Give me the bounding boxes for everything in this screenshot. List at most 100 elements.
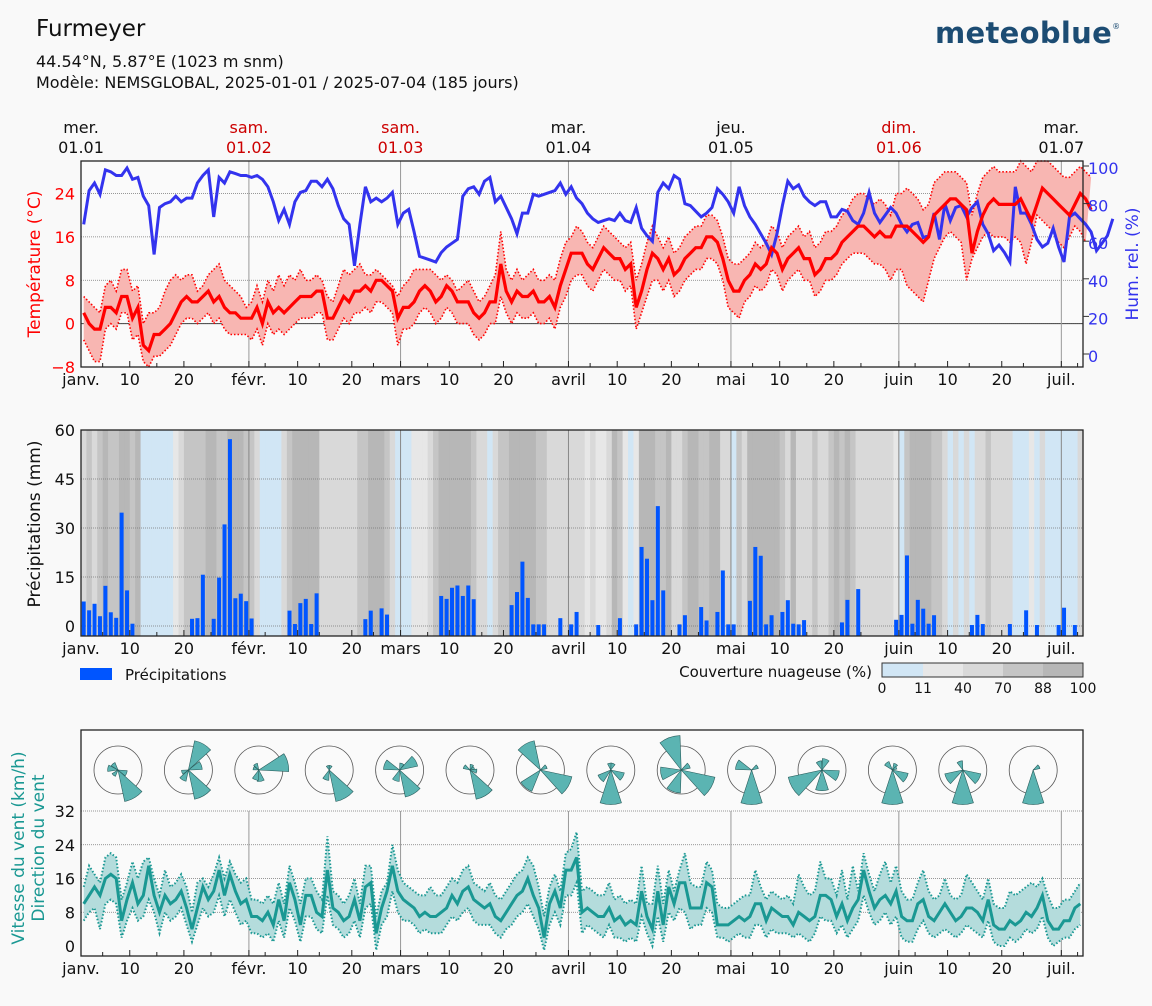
precip-bar	[780, 611, 785, 636]
cloud-cover-cell	[319, 430, 326, 636]
wind-tick-label: 16	[55, 870, 75, 889]
precip-bar	[899, 614, 904, 636]
x-tick-label: 10	[120, 959, 140, 978]
top-date-weekday: dim.	[881, 118, 916, 137]
wind-rose-petal	[399, 769, 421, 798]
precip-bar	[385, 614, 390, 636]
cloud-cover-cell	[216, 430, 223, 636]
top-date: 01.04	[546, 138, 592, 157]
wind-rose-ring	[163, 745, 213, 795]
wind-rose-petal	[821, 769, 840, 782]
cloud-cover-cell	[525, 430, 532, 636]
meteoblue-logo[interactable]: meteoblue®	[935, 16, 1120, 50]
precip-bar	[747, 600, 752, 636]
top-date: 01.03	[378, 138, 424, 157]
top-date-weekday: jeu.	[715, 118, 746, 137]
wind-rose	[727, 745, 776, 805]
top-date: 01.01	[58, 138, 104, 157]
cloud-cover-cell	[579, 430, 586, 636]
precip-bar	[368, 610, 373, 636]
precip-bar	[921, 608, 926, 636]
precip-bar	[287, 610, 292, 636]
cloud-cover-cell	[866, 430, 873, 636]
precip-bar	[314, 593, 319, 636]
precip-bar	[103, 585, 108, 636]
cloud-cover-cell	[736, 430, 743, 636]
wind-rose-petal	[787, 769, 823, 797]
precip-bar	[661, 590, 666, 636]
precip-bar	[217, 577, 222, 636]
humidity-tick-label: 20	[1088, 309, 1108, 328]
x-tick-label: 10	[937, 959, 957, 978]
x-tick-label: avril	[551, 639, 586, 658]
cloud-cover-cell	[357, 430, 364, 636]
x-tick-label: mai	[716, 370, 746, 389]
wind-rose-petal	[609, 769, 625, 781]
wind-rose-petal	[599, 769, 622, 805]
precip-legend-label: Précipitations	[125, 666, 227, 684]
precip-bar	[574, 611, 579, 636]
precip-bar	[515, 592, 520, 636]
cloud-cover-cell	[91, 430, 98, 636]
wind-rose-petal	[257, 753, 289, 772]
wind-max-line	[82, 831, 1082, 917]
precip-bar	[758, 555, 763, 636]
precip-legend-swatch	[80, 668, 112, 680]
cloud-cover-cell	[405, 430, 412, 636]
temp-plot-frame	[80, 160, 1084, 368]
precip-bar	[980, 624, 985, 636]
precip-bar	[525, 597, 530, 636]
cloud-cover-cell	[232, 430, 239, 636]
precip-bar	[292, 624, 297, 636]
x-tick-label: 10	[287, 639, 307, 658]
precip-bar	[119, 512, 124, 636]
x-tick-label: 20	[992, 370, 1012, 389]
cloud-cover-cell	[1077, 430, 1084, 636]
temp-tick-label: 0	[65, 315, 75, 334]
wind-rose	[1008, 745, 1058, 805]
wind-rose-petal	[539, 764, 548, 771]
wind-plot-frame	[80, 729, 1084, 957]
precip-tick-label: 15	[55, 568, 75, 587]
wind-rose-ring	[93, 745, 143, 795]
cloud-cover-cell	[1018, 430, 1025, 636]
cloud-cover-cell	[595, 430, 602, 636]
cloud-cover-cell	[135, 430, 142, 636]
top-date: 01.05	[708, 138, 754, 157]
cloud-cover-cell	[1050, 430, 1057, 636]
cloud-cover-cell	[281, 430, 288, 636]
wind-rose-ring	[375, 745, 425, 795]
cloud-cover-cell	[156, 430, 163, 636]
cloud-cover-cell	[600, 430, 607, 636]
precip-bar	[130, 623, 135, 636]
wind-rose-petal	[735, 759, 753, 771]
wind-rose-petal	[750, 764, 759, 771]
x-tick-label: 20	[174, 959, 194, 978]
wind-rose-petal	[107, 764, 119, 772]
cloud-cover-cell	[925, 430, 932, 636]
cloud-cover-cell	[340, 430, 347, 636]
wind-rose-petal	[110, 762, 119, 771]
wind-rose-petal	[325, 765, 330, 771]
cloud-cover-cell	[81, 430, 88, 636]
cloud-cover-cell	[411, 430, 418, 636]
precip-bar	[969, 625, 974, 636]
model-info: Modèle: NEMSGLOBAL, 2025-01-01 / 2025-07…	[36, 73, 519, 92]
x-tick-label: 20	[493, 959, 513, 978]
top-date-weekday: mer.	[63, 118, 99, 137]
cloud-cover-cell	[904, 430, 911, 636]
cloud-cover-cell	[286, 430, 293, 636]
precip-bar	[195, 618, 200, 636]
precip-bar	[460, 595, 465, 636]
cloud-legend-title: Couverture nuageuse (%)	[679, 663, 872, 681]
cloud-cover-cell	[1072, 430, 1079, 636]
cloud-cover-cell	[573, 430, 580, 636]
cloud-cover-cell	[400, 430, 407, 636]
wind-rose-petal	[956, 760, 964, 771]
wind-rose-petal	[383, 759, 401, 771]
temp-tick-label: −8	[51, 358, 75, 377]
precip-bar	[704, 620, 709, 636]
wind-rose-petal	[181, 769, 190, 775]
temp-tick-label: 24	[55, 185, 75, 204]
cloud-cover-cell	[915, 430, 922, 636]
